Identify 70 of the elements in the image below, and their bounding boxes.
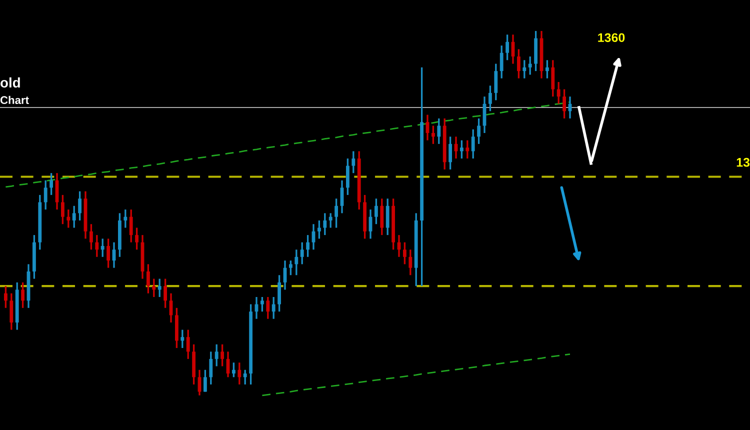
candlestick	[50, 172, 54, 196]
candlestick	[129, 208, 133, 244]
candlestick	[522, 59, 526, 80]
candlestick	[477, 118, 481, 145]
candlestick	[214, 344, 218, 368]
candlestick	[386, 198, 390, 236]
candlestick	[78, 190, 82, 222]
candlestick	[106, 238, 110, 269]
candlestick	[100, 238, 104, 258]
candlestick	[243, 369, 247, 386]
candlestick	[266, 296, 270, 320]
candlestick	[516, 48, 520, 80]
candlestick	[488, 84, 492, 112]
candlestick	[220, 344, 224, 368]
candlestick	[164, 278, 168, 309]
text: 13	[736, 158, 750, 167]
candlestick	[294, 248, 298, 276]
candlestick	[346, 158, 350, 196]
candlestick	[408, 248, 412, 276]
candlestick	[448, 136, 452, 170]
candlestick	[494, 62, 498, 102]
candlestick	[95, 234, 99, 258]
candlestick	[4, 285, 8, 309]
candlestick	[500, 44, 504, 80]
candlestick	[471, 128, 475, 160]
candlestick	[238, 362, 242, 386]
text: 1360	[598, 33, 625, 42]
candlestick	[431, 124, 435, 145]
candlestick	[10, 292, 14, 331]
candlestick	[135, 226, 139, 250]
candlestick	[158, 278, 162, 298]
candlestick	[323, 212, 327, 236]
candlestick	[180, 328, 184, 349]
candlestick	[272, 296, 276, 320]
candlestick	[278, 274, 282, 312]
candlestick	[352, 150, 356, 174]
candlestick	[288, 260, 292, 276]
candlestick	[506, 34, 510, 61]
candlestick	[466, 139, 470, 160]
candlestick	[209, 350, 213, 386]
annotation: old	[0, 77, 20, 88]
candlestick	[551, 59, 555, 98]
candlestick	[232, 362, 236, 378]
candlestick	[44, 180, 48, 210]
candlestick	[186, 328, 190, 360]
candlestick	[89, 223, 93, 250]
candlestick	[124, 208, 128, 229]
candlestick	[300, 241, 304, 266]
candlestick	[66, 208, 70, 229]
candlestick	[306, 234, 310, 258]
candlestick	[72, 205, 76, 229]
candlestick	[545, 59, 549, 80]
candlestick	[260, 296, 264, 312]
candlestick	[556, 81, 560, 105]
candlestick	[317, 220, 321, 240]
candlestick	[146, 263, 150, 294]
candlestick	[562, 88, 566, 120]
candlestick	[528, 56, 532, 76]
candlestick	[374, 198, 378, 225]
candlestick	[380, 198, 384, 236]
candlestick	[328, 212, 332, 229]
candlestick	[437, 118, 441, 145]
candlestick	[60, 194, 64, 225]
annotation: Chart	[0, 96, 29, 104]
candlestick	[203, 369, 207, 393]
candlestick	[460, 139, 464, 160]
candlestick	[152, 278, 156, 298]
candlestick	[402, 241, 406, 266]
candlestick	[334, 198, 338, 229]
candlestick	[21, 282, 25, 309]
